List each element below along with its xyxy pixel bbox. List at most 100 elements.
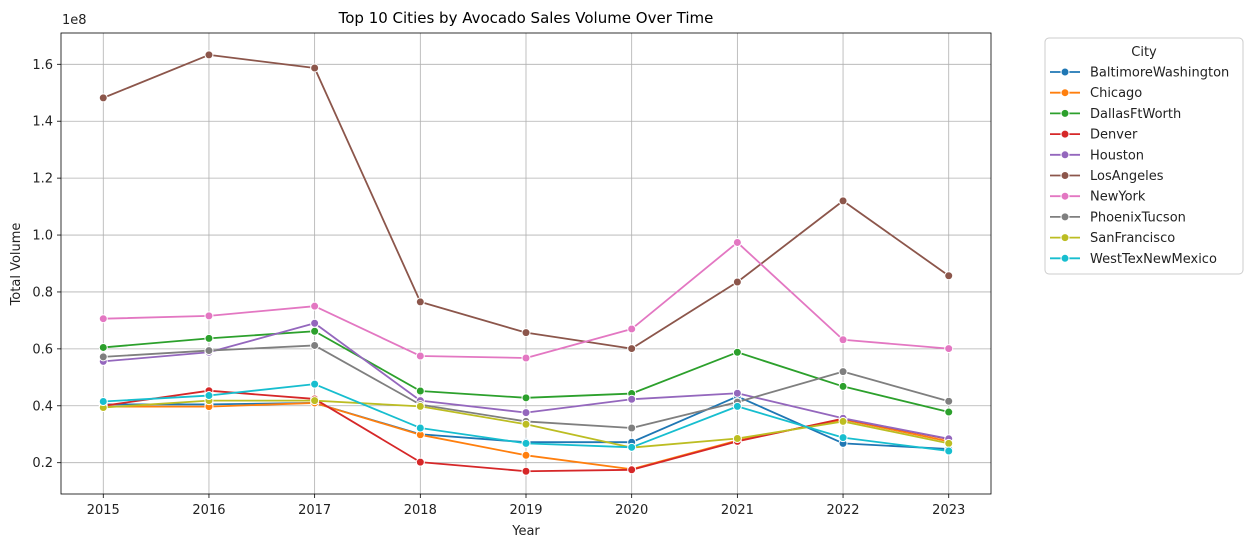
data-point [627, 394, 637, 404]
y-tick-label: 1.0 [32, 229, 53, 244]
data-point [310, 301, 320, 311]
legend-marker [1060, 212, 1070, 222]
data-point [521, 353, 531, 363]
data-point [838, 416, 848, 426]
legend-item-NewYork: NewYork [1050, 190, 1146, 205]
data-point [627, 442, 637, 452]
y-tick-label: 0.2 [32, 456, 53, 471]
data-point [310, 318, 320, 328]
data-point [204, 50, 214, 60]
y-offset-label: 1e8 [62, 13, 87, 28]
data-point [415, 423, 425, 433]
legend-item-SanFrancisco: SanFrancisco [1050, 231, 1175, 246]
legend-label: SanFrancisco [1090, 231, 1175, 246]
data-point [98, 314, 108, 324]
legend-item-LosAngeles: LosAngeles [1050, 169, 1164, 184]
data-point [415, 351, 425, 361]
data-point [732, 237, 742, 247]
data-point [204, 346, 214, 356]
x-tick-label: 2022 [826, 503, 859, 518]
data-point [310, 63, 320, 73]
legend-title: City [1131, 45, 1157, 60]
data-point [204, 311, 214, 321]
data-point [310, 396, 320, 406]
legend-label: DallasFtWorth [1090, 107, 1181, 122]
series-WestTexNewMexico [98, 379, 954, 456]
y-axis-label: Total Volume [9, 223, 24, 307]
legend-item-Houston: Houston [1050, 148, 1144, 163]
y-tick-label: 0.4 [32, 399, 53, 414]
data-point [627, 344, 637, 354]
data-point [415, 386, 425, 396]
data-point [838, 335, 848, 345]
legend-label: NewYork [1090, 190, 1146, 205]
legend-marker [1060, 171, 1070, 180]
data-point [521, 328, 531, 338]
data-point [732, 347, 742, 357]
data-point [98, 397, 108, 407]
data-point [204, 391, 214, 401]
y-tick-label: 1.2 [32, 172, 53, 187]
data-point [732, 401, 742, 411]
series-DallasFtWorth [98, 326, 954, 417]
x-axis-label: Year [511, 524, 540, 539]
legend-item-PhoenixTucson: PhoenixTucson [1050, 210, 1186, 225]
data-point [521, 450, 531, 460]
x-tick-label: 2017 [298, 503, 331, 518]
legend-marker [1060, 150, 1070, 160]
data-point [310, 326, 320, 336]
data-point [944, 438, 954, 448]
x-tick-label: 2016 [192, 503, 225, 518]
data-point [310, 379, 320, 389]
data-point [415, 457, 425, 467]
data-point [944, 344, 954, 354]
data-point [838, 381, 848, 391]
data-point [838, 433, 848, 443]
data-point [415, 297, 425, 307]
legend-label: PhoenixTucson [1090, 210, 1186, 225]
data-point [838, 196, 848, 206]
chart-title: Top 10 Cities by Avocado Sales Volume Ov… [338, 9, 714, 27]
data-point [732, 434, 742, 444]
series-LosAngeles [98, 50, 954, 354]
data-point [944, 407, 954, 417]
data-point [944, 446, 954, 456]
data-point [627, 465, 637, 475]
legend-marker [1060, 108, 1070, 118]
y-tick-label: 1.4 [32, 115, 53, 130]
legend-label: WestTexNewMexico [1090, 252, 1217, 267]
data-point [838, 367, 848, 377]
x-tick-label: 2020 [615, 503, 648, 518]
legend-item-DallasFtWorth: DallasFtWorth [1050, 107, 1181, 122]
legend-item-Denver: Denver [1050, 128, 1138, 143]
y-tick-label: 0.6 [32, 342, 53, 357]
data-point [98, 352, 108, 362]
legend-label: Houston [1090, 148, 1144, 163]
data-point [627, 324, 637, 334]
legend-items: BaltimoreWashington Chicago DallasFtWorth D… [1050, 66, 1229, 267]
plot-frame [60, 32, 992, 495]
x-tick-label: 2018 [404, 503, 437, 518]
data-point [521, 419, 531, 429]
legend-marker [1060, 253, 1070, 263]
legend-box [1044, 37, 1244, 275]
data-point [627, 423, 637, 433]
data-point [415, 401, 425, 411]
legend-item-WestTexNewMexico: WestTexNewMexico [1050, 252, 1217, 267]
data-point [732, 277, 742, 287]
legend-marker [1060, 191, 1070, 201]
legend: City BaltimoreWashington Chicago DallasFtW… [1044, 37, 1244, 275]
x-tick-label: 2021 [721, 503, 754, 518]
legend-label: LosAngeles [1090, 169, 1164, 184]
y-tick-label: 0.8 [32, 285, 53, 300]
legend-marker [1060, 67, 1070, 77]
legend-marker [1060, 233, 1070, 243]
legend-label: Denver [1090, 128, 1138, 143]
axes: 2015 2016 2017 2018 2019 2020 2021 2022 2023 0.2 0… [32, 32, 992, 518]
data-point [310, 340, 320, 350]
data-point [98, 93, 108, 103]
legend-marker [1060, 129, 1070, 139]
y-tick-label: 1.6 [32, 58, 53, 73]
x-tick-label: 2019 [509, 503, 542, 518]
